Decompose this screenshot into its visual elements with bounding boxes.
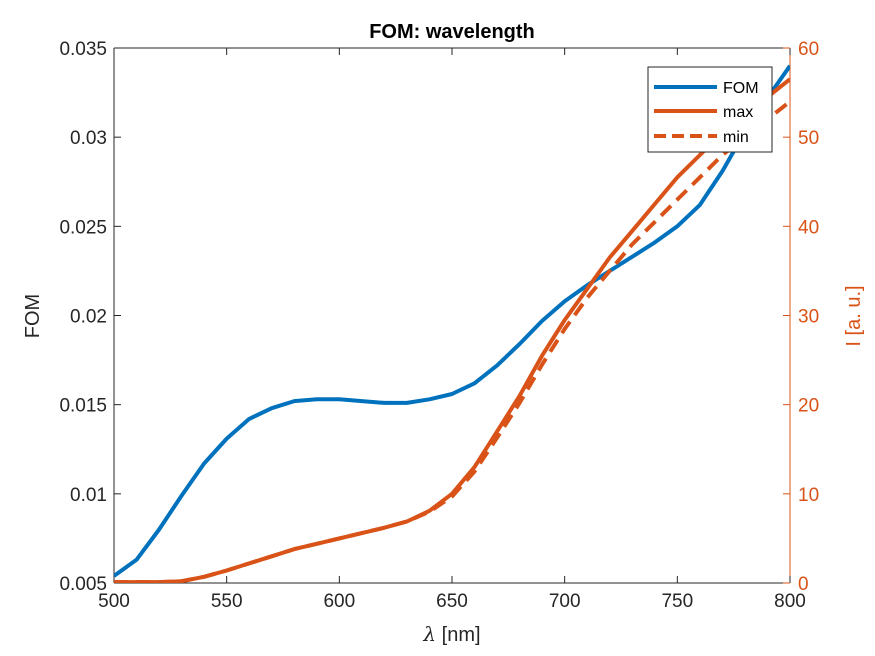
y-axis-right-label: I [a. u.] — [843, 285, 865, 346]
x-axis-label: λ [nm] — [422, 622, 480, 646]
legend: FOM max min — [647, 66, 773, 153]
y-left-tick-label: 0.02 — [70, 307, 107, 328]
y-left-tick-label: 0.025 — [59, 217, 107, 238]
legend-label-max: max — [723, 104, 753, 121]
y-right-tick-label: 40 — [798, 217, 819, 238]
legend-label-fom: FOM — [723, 80, 759, 97]
y-left-tick-label: 0.015 — [59, 396, 107, 417]
y-axis-left-label: FOM — [22, 294, 44, 338]
x-axis-label-unit: [nm] — [436, 624, 480, 646]
x-tick-label: 700 — [549, 591, 581, 612]
x-tick-label: 750 — [661, 591, 693, 612]
chart-title: FOM: wavelength — [369, 21, 535, 43]
y-right-tick-label: 60 — [798, 39, 819, 60]
series-line-min — [114, 99, 790, 583]
y-right-tick-label: 10 — [798, 485, 819, 506]
x-tick-label: 650 — [436, 591, 468, 612]
y-left-tick-label: 0.01 — [70, 485, 107, 506]
x-tick-label: 500 — [98, 591, 130, 612]
y-left-tick-label: 0.035 — [59, 39, 107, 60]
x-axis-label-symbol: λ — [422, 622, 436, 646]
x-tick-label: 600 — [323, 591, 355, 612]
series-line-fom — [114, 64, 790, 578]
y-right-tick-label: 30 — [798, 307, 819, 328]
y-right-tick-label: 0 — [798, 574, 809, 595]
y-right-tick-label: 50 — [798, 128, 819, 149]
y-left-tick-label: 0.005 — [59, 574, 107, 595]
x-tick-label: 800 — [774, 591, 806, 612]
x-tick-label: 550 — [211, 591, 243, 612]
legend-label-min: min — [723, 129, 749, 146]
y-left-tick-label: 0.03 — [70, 128, 107, 149]
y-right-tick-label: 20 — [798, 396, 819, 417]
